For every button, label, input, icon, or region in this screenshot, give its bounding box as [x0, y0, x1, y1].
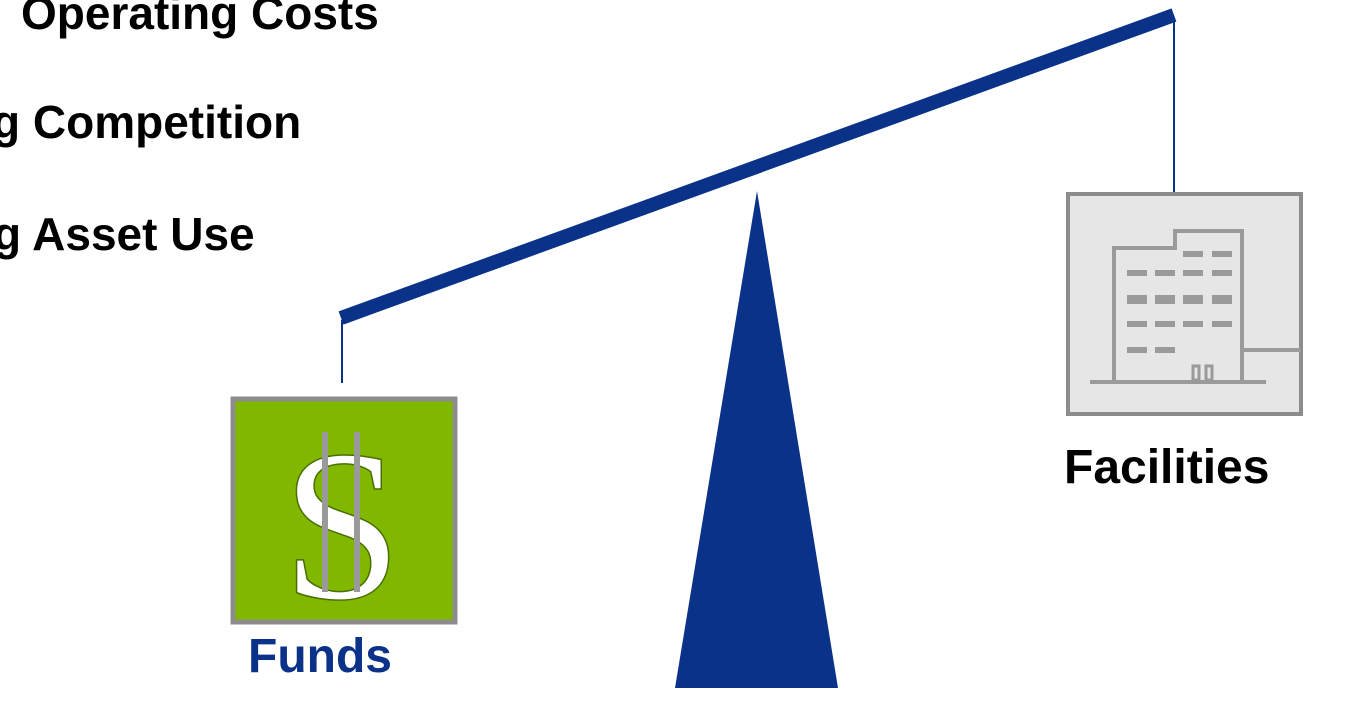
- dollar-sign-icon: S: [281, 405, 403, 646]
- bullet-asset-use: g Asset Use: [0, 208, 255, 260]
- fulcrum: [675, 191, 838, 688]
- facilities-box: [1066, 192, 1303, 416]
- funds-label: Funds: [248, 630, 392, 683]
- office-building-icon: [1090, 229, 1301, 384]
- bullet-operating-costs: Operating Costs: [21, 0, 379, 39]
- facilities-label: Facilities: [1064, 441, 1270, 494]
- balance-beam: [338, 8, 1177, 325]
- dollar-letter: S: [282, 406, 402, 645]
- building-windows: [1127, 251, 1232, 353]
- funds-box: S: [230, 396, 458, 646]
- bullet-competition: g Competition: [0, 96, 302, 148]
